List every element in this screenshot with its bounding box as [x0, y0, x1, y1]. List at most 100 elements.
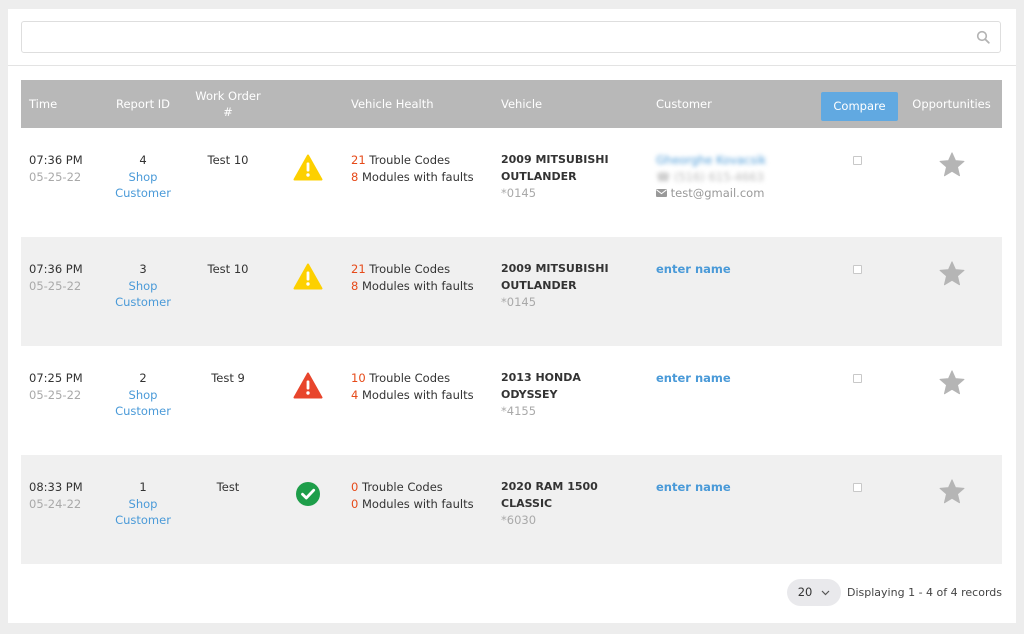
- health-cell: 10 Trouble Codes 4 Modules with faults: [343, 346, 493, 455]
- customer-cell: Gheorghe Kovacsik ☎ (516) 615-4663 test@…: [648, 128, 813, 237]
- row-work-order: Test 10: [207, 262, 249, 276]
- shop-link[interactable]: Shop: [128, 387, 158, 402]
- table-row[interactable]: 07:36 PM 05-25-22 3 Shop Customer Test 1…: [21, 237, 1002, 346]
- vehicle-cell: 2009 MITSUBISHI OUTLANDER *0145: [493, 128, 648, 237]
- trouble-code-count: 21: [351, 262, 366, 276]
- enter-name-link[interactable]: enter name: [656, 262, 731, 276]
- health-cell: 0 Trouble Codes 0 Modules with faults: [343, 455, 493, 564]
- compare-checkbox[interactable]: [852, 265, 862, 274]
- envelope-icon: [656, 186, 667, 200]
- star-icon[interactable]: [939, 261, 965, 289]
- vehicle-cell: 2009 MITSUBISHI OUTLANDER *0145: [493, 237, 648, 346]
- header-opportunities[interactable]: Opportunities: [901, 80, 1002, 128]
- compare-button[interactable]: Compare: [821, 92, 898, 121]
- shop-link[interactable]: Shop: [128, 169, 158, 184]
- trouble-code-label: Trouble Codes: [361, 480, 443, 494]
- report-id-cell: 3 Shop Customer: [103, 237, 183, 346]
- vin-suffix: *0145: [501, 295, 537, 309]
- module-fault-label: Modules with faults: [361, 387, 474, 402]
- search-bar[interactable]: [21, 21, 1001, 53]
- customer-phone-line: ☎ (516) 615-4663: [656, 169, 805, 186]
- header-vehicle[interactable]: Vehicle: [493, 80, 648, 128]
- header-report-id[interactable]: Report ID: [103, 80, 183, 128]
- shop-link[interactable]: Shop: [128, 496, 158, 511]
- module-fault-label: Modules with faults: [361, 169, 474, 184]
- row-date: 05-25-22: [29, 387, 82, 402]
- vehicle-name-line2: OUTLANDER: [501, 278, 577, 292]
- header-customer[interactable]: Customer: [648, 80, 813, 128]
- customer-cell: enter name: [648, 346, 813, 455]
- row-time: 07:36 PM: [29, 153, 83, 167]
- customer-link[interactable]: Customer: [115, 186, 171, 200]
- record-count: Displaying 1 - 4 of 4 records: [847, 585, 1002, 599]
- vehicle-name-line1: 2009 MITSUBISHI: [501, 153, 609, 166]
- row-report-id: 3: [139, 262, 147, 276]
- check-circle-icon: [295, 481, 321, 512]
- customer-link[interactable]: Customer: [115, 404, 171, 418]
- compare-cell: [813, 346, 901, 455]
- star-icon[interactable]: [939, 370, 965, 398]
- table-row[interactable]: 07:25 PM 05-25-22 2 Shop Customer Test 9…: [21, 346, 1002, 455]
- customer-email-line: test@gmail.com: [656, 185, 805, 202]
- customer-name[interactable]: Gheorghe Kovacsik: [656, 153, 767, 167]
- customer-cell: enter name: [648, 237, 813, 346]
- module-fault-count: 8: [351, 169, 359, 184]
- health-icon-cell: [273, 346, 343, 455]
- customer-cell: enter name: [648, 455, 813, 564]
- reports-table: Time Report ID Work Order # Vehicle Heal…: [21, 80, 1002, 564]
- compare-cell: [813, 128, 901, 237]
- pagination-footer: 20 Displaying 1 - 4 of 4 records: [787, 578, 1002, 606]
- search-input[interactable]: [22, 22, 962, 52]
- module-fault-count: 8: [351, 278, 359, 293]
- phone-icon: ☎: [656, 169, 671, 184]
- header-vehicle-health[interactable]: Vehicle Health: [343, 80, 493, 128]
- row-time: 08:33 PM: [29, 480, 83, 494]
- warning-triangle-icon: [293, 154, 323, 186]
- customer-link[interactable]: Customer: [115, 295, 171, 309]
- time-cell: 07:25 PM 05-25-22: [21, 346, 103, 455]
- star-icon[interactable]: [939, 479, 965, 507]
- enter-name-link[interactable]: enter name: [656, 371, 731, 385]
- vehicle-name-line1: 2009 MITSUBISHI: [501, 262, 609, 275]
- module-fault-label: Modules with faults: [361, 496, 474, 511]
- compare-checkbox[interactable]: [852, 483, 862, 492]
- report-id-cell: 1 Shop Customer: [103, 455, 183, 564]
- customer-phone: (516) 615-4663: [673, 169, 764, 184]
- compare-checkbox[interactable]: [852, 156, 862, 165]
- row-date: 05-24-22: [29, 496, 82, 511]
- row-time: 07:25 PM: [29, 371, 83, 385]
- customer-link[interactable]: Customer: [115, 513, 171, 527]
- row-date: 05-25-22: [29, 169, 82, 184]
- row-report-id: 1: [139, 480, 147, 494]
- table-header-row: Time Report ID Work Order # Vehicle Heal…: [21, 80, 1002, 128]
- compare-cell: [813, 237, 901, 346]
- table-row[interactable]: 07:36 PM 05-25-22 4 Shop Customer Test 1…: [21, 128, 1002, 237]
- search-icon[interactable]: [976, 30, 990, 44]
- row-report-id: 4: [139, 153, 147, 167]
- header-work-order[interactable]: Work Order #: [183, 80, 273, 128]
- vehicle-cell: 2013 HONDA ODYSSEY *4155: [493, 346, 648, 455]
- vehicle-name-line1: 2020 RAM 1500 CLASSIC: [501, 480, 598, 510]
- header-health-icon: [273, 80, 343, 128]
- trouble-code-label: Trouble Codes: [369, 153, 451, 167]
- opportunities-cell: [901, 346, 1002, 455]
- page-size-select[interactable]: 20: [787, 578, 842, 606]
- time-cell: 07:36 PM 05-25-22: [21, 128, 103, 237]
- trouble-code-count: 21: [351, 153, 366, 167]
- shop-link[interactable]: Shop: [128, 278, 158, 293]
- chevron-down-icon: [821, 585, 830, 599]
- compare-checkbox[interactable]: [852, 374, 862, 383]
- time-cell: 07:36 PM 05-25-22: [21, 237, 103, 346]
- header-time[interactable]: Time: [21, 80, 103, 128]
- health-icon-cell: [273, 237, 343, 346]
- customer-email: test@gmail.com: [670, 186, 765, 200]
- vin-suffix: *4155: [501, 404, 537, 418]
- danger-triangle-icon: [293, 372, 323, 404]
- health-cell: 21 Trouble Codes 8 Modules with faults: [343, 128, 493, 237]
- module-fault-label: Modules with faults: [361, 278, 474, 293]
- report-id-cell: 2 Shop Customer: [103, 346, 183, 455]
- star-icon[interactable]: [939, 152, 965, 180]
- table-row[interactable]: 08:33 PM 05-24-22 1 Shop Customer Test 0…: [21, 455, 1002, 564]
- reports-panel: Time Report ID Work Order # Vehicle Heal…: [8, 9, 1016, 623]
- enter-name-link[interactable]: enter name: [656, 480, 731, 494]
